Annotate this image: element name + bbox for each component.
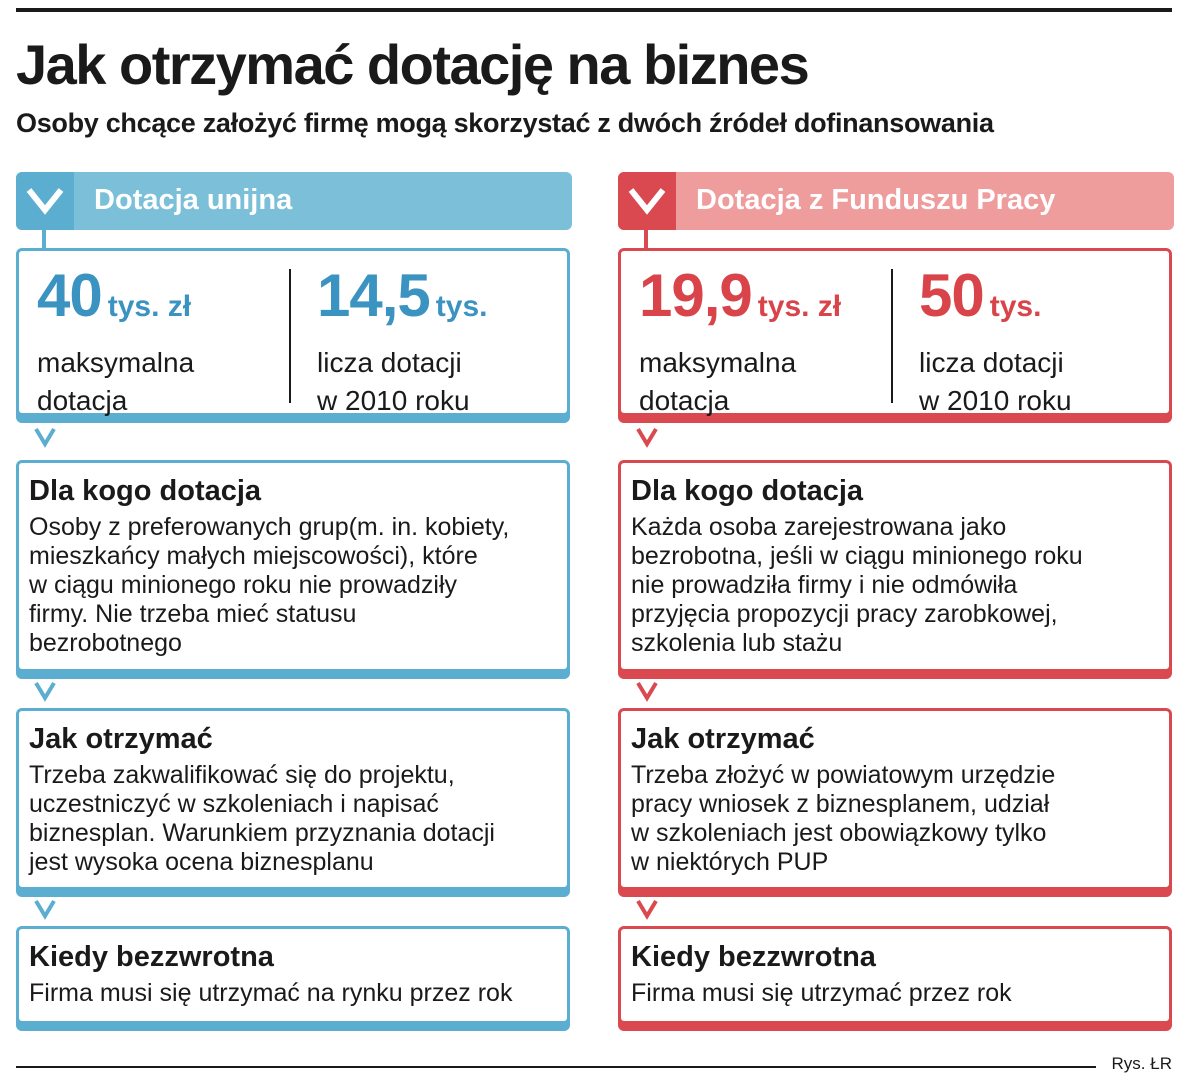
labour-fund-max-grant-unit: tys. zł [757,290,842,323]
eu-how-to-get-text: Trzeba zakwalifikować się do projektu, u… [29,761,495,876]
labour-fund-max-grant-number: 19,9 [639,262,753,329]
labour-fund-how-to-get-card: Jak otrzymać Trzeba złożyć w powiatowym … [618,708,1172,890]
eu-eligibility-card: Dla kogo dotacja Osoby z preferowanych g… [16,460,570,672]
chevron-down-icon [636,899,658,920]
eu-how-to-get-card: Jak otrzymać Trzeba zakwalifikować się d… [16,708,570,890]
eu-grant-count-number: 14,5 [317,262,431,329]
chevron-down-icon [636,681,658,702]
labour-fund-stats-divider [891,269,893,403]
eu-max-grant-label: maksymalna dotacja [37,347,195,416]
bottom-rule [16,1066,1096,1068]
labour-fund-eligibility-heading: Dla kogo dotacja [631,475,864,507]
labour-fund-max-grant-label: maksymalna dotacja [639,347,797,416]
eu-how-to-get-heading: Jak otrzymać [29,723,213,755]
chevron-down-icon [34,899,56,920]
eu-max-grant-value: 40 tys. zł [37,261,194,342]
labour-fund-grant-count-number: 50 [919,262,985,329]
labour-fund-header-badge [618,172,676,230]
labour-fund-header: Dotacja z Funduszu Pracy [618,172,1174,230]
chevron-down-icon [628,188,666,215]
chevron-down-icon [636,427,658,448]
eu-eligibility-heading: Dla kogo dotacja [29,475,262,507]
eu-stats-card: 40 tys. zł maksymalna dotacja 14,5 tys. li… [16,248,570,416]
chevron-down-icon [34,681,56,702]
eu-non-refundable-card: Kiedy bezzwrotna Firma musi się utrzymać… [16,926,570,1024]
eu-grant-header: Dotacja unijna [16,172,572,230]
labour-fund-non-refundable-heading: Kiedy bezzwrotna [631,941,876,973]
eu-non-refundable-text: Firma musi się utrzymać na rynku przez r… [29,979,513,1007]
labour-fund-max-grant-value: 19,9 tys. zł [639,261,841,342]
page-subtitle: Osoby chcące założyć firmę mogą skorzyst… [16,108,994,138]
eu-max-grant-stat: 40 tys. zł maksymalna dotacja [37,261,194,420]
labour-fund-non-refundable-text: Firma musi się utrzymać przez rok [631,979,1012,1007]
labour-fund-eligibility-text: Każda osoba zarejestrowana jako bezrobot… [631,513,1083,657]
eu-grant-count-unit: tys. [435,290,488,323]
credit: Rys. ŁR [1111,1054,1172,1073]
eu-header-badge [16,172,74,230]
labour-fund-column: Dotacja z Funduszu Pracy 19,9 tys. zł mak… [618,172,1174,1032]
eu-grant-column: Dotacja unijna 40 tys. zł maksymalna dota… [16,172,572,1032]
eu-non-refundable-heading: Kiedy bezzwrotna [29,941,274,973]
eu-grant-count-value: 14,5 tys. [317,261,487,342]
page-title: Jak otrzymać dotację na biznes [16,33,810,96]
labour-fund-how-to-get-heading: Jak otrzymać [631,723,815,755]
eu-grant-count-label: licza dotacji w 2010 roku [317,347,470,416]
labour-fund-eligibility-card: Dla kogo dotacja Każda osoba zarejestrow… [618,460,1172,672]
chevron-down-icon [34,427,56,448]
eu-grant-count-stat: 14,5 tys. licza dotacji w 2010 roku [317,261,487,420]
eu-max-grant-unit: tys. zł [107,290,192,323]
labour-fund-grant-count-stat: 50 tys. licza dotacji w 2010 roku [919,261,1072,420]
labour-fund-non-refundable-card: Kiedy bezzwrotna Firma musi się utrzymać… [618,926,1172,1024]
eu-header-stem [42,230,46,250]
top-rule [16,8,1172,12]
eu-max-grant-number: 40 [37,262,103,329]
labour-fund-grant-count-label: licza dotacji w 2010 roku [919,347,1072,416]
labour-fund-grant-count-unit: tys. [989,290,1042,323]
eu-grant-title: Dotacja unijna [94,184,293,216]
eu-stats-divider [289,269,291,403]
chevron-down-icon [26,188,64,215]
eu-eligibility-text: Osoby z preferowanych grup(m. in. kobiet… [29,513,510,657]
labour-fund-title: Dotacja z Funduszu Pracy [696,184,1056,216]
labour-fund-header-stem [644,230,648,250]
labour-fund-grant-count-value: 50 tys. [919,261,1072,342]
labour-fund-stats-card: 19,9 tys. zł maksymalna dotacja 50 tys. li… [618,248,1172,416]
labour-fund-max-grant-stat: 19,9 tys. zł maksymalna dotacja [639,261,841,420]
labour-fund-how-to-get-text: Trzeba złożyć w powiatowym urzędzie prac… [631,761,1056,876]
